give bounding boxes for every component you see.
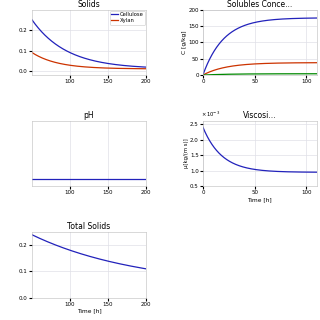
Line: Cellulose: Cellulose bbox=[32, 20, 146, 67]
Xylan bbox=[92, 66, 96, 69]
Title: Total Solids: Total Solids bbox=[67, 222, 111, 231]
Cellulose bbox=[124, 64, 127, 68]
X-axis label: Time [h]: Time [h] bbox=[247, 197, 272, 202]
Y-axis label: C [g/kg]: C [g/kg] bbox=[182, 30, 187, 54]
Text: $\times\,10^{-3}$: $\times\,10^{-3}$ bbox=[201, 110, 220, 119]
Xylan bbox=[141, 67, 145, 71]
X-axis label: Time [h]: Time [h] bbox=[76, 308, 101, 313]
Line: Xylan: Xylan bbox=[32, 52, 146, 69]
Xylan bbox=[98, 66, 102, 70]
Cellulose bbox=[85, 57, 89, 61]
Title: pH: pH bbox=[84, 111, 94, 120]
Cellulose bbox=[141, 65, 145, 69]
Cellulose bbox=[92, 59, 96, 63]
Xylan bbox=[30, 51, 34, 54]
Xylan bbox=[85, 65, 89, 69]
Cellulose bbox=[144, 65, 148, 69]
Xylan bbox=[144, 67, 148, 71]
Y-axis label: μ[kg/(m s)]: μ[kg/(m s)] bbox=[184, 139, 188, 168]
Cellulose bbox=[30, 18, 34, 22]
Cellulose bbox=[84, 57, 88, 60]
Title: Solids: Solids bbox=[77, 0, 100, 9]
Legend: Cellulose, Xylan: Cellulose, Xylan bbox=[110, 11, 145, 25]
Title: Solubles Conce...: Solubles Conce... bbox=[227, 0, 292, 9]
Xylan bbox=[124, 67, 127, 70]
Title: Viscosi...: Viscosi... bbox=[243, 111, 276, 120]
Xylan bbox=[84, 65, 88, 69]
Cellulose bbox=[98, 60, 102, 64]
